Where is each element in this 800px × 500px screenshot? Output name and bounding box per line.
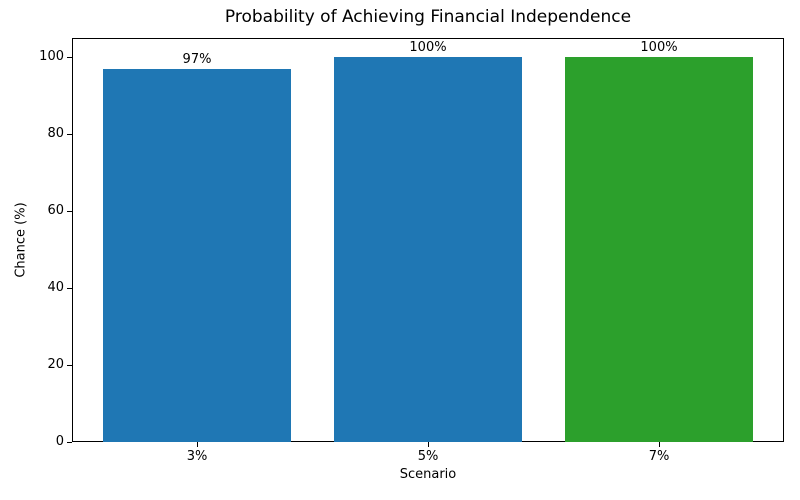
y-tick-mark bbox=[67, 441, 72, 443]
bar bbox=[565, 57, 753, 442]
y-tick-mark bbox=[67, 210, 72, 212]
y-tick-mark bbox=[67, 364, 72, 366]
y-tick-mark bbox=[67, 56, 72, 58]
bar-value-label: 97% bbox=[182, 51, 212, 67]
bar bbox=[334, 57, 522, 442]
y-tick-label: 0 bbox=[55, 434, 64, 449]
y-tick-label: 100 bbox=[39, 49, 64, 65]
y-tick-label: 60 bbox=[47, 203, 64, 219]
y-tick-label: 40 bbox=[47, 280, 64, 296]
x-tick-mark bbox=[658, 442, 660, 447]
x-tick-mark bbox=[196, 442, 198, 447]
y-tick-mark bbox=[67, 287, 72, 289]
bar-value-label: 100% bbox=[640, 40, 678, 56]
x-tick-label: 7% bbox=[648, 449, 670, 464]
chart-title: Probability of Achieving Financial Indep… bbox=[224, 7, 632, 27]
y-tick-label: 80 bbox=[47, 126, 64, 142]
x-tick-label: 5% bbox=[417, 449, 439, 464]
x-tick-mark bbox=[427, 442, 429, 447]
bar-value-label: 100% bbox=[409, 40, 447, 56]
x-tick-label: 3% bbox=[186, 449, 208, 464]
x-axis-label: Scenario bbox=[399, 467, 457, 482]
bar bbox=[103, 68, 291, 442]
y-tick-label: 20 bbox=[47, 357, 64, 373]
y-tick-mark bbox=[67, 133, 72, 135]
